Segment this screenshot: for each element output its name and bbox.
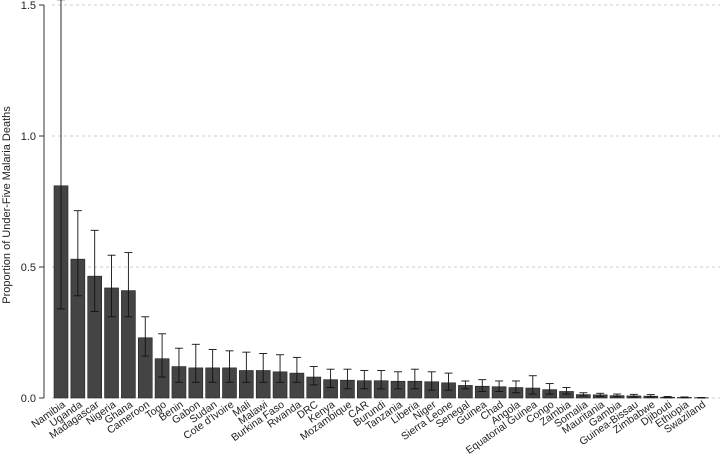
error-bar [259,353,268,383]
error-bar [394,371,402,390]
error-bar [124,252,133,318]
error-bar [292,356,301,383]
y-tick-label: 1.0 [21,131,36,143]
error-bar [242,351,251,383]
error-bar [343,368,352,390]
y-tick-label: 1.5 [21,0,36,12]
error-bar [90,229,99,312]
error-bar [73,210,82,297]
bars [53,185,709,399]
error-bar [158,333,167,378]
error-bar [174,347,183,383]
error-bar [427,371,436,391]
error-bar [663,395,672,399]
error-bar [495,380,504,392]
error-bar [276,354,285,383]
error-bar [613,393,622,398]
y-tick-label: 0.0 [21,393,36,405]
error-bar [377,370,386,390]
error-bar [208,349,217,383]
error-bar [545,383,554,395]
error-bar [326,368,335,388]
error-bar [191,343,200,383]
error-bar [680,396,689,399]
error-bar [528,375,537,395]
error-bar [57,0,65,310]
error-bar [697,397,706,399]
y-axis-title: Proportion of Under-Five Malaria Deaths [1,106,13,304]
error-bar [511,380,520,394]
error-bar [596,392,605,397]
error-bar [225,350,234,383]
error-bar [444,372,453,391]
y-tick-label: 0.5 [21,262,36,274]
error-bar [360,370,369,390]
error-bars [57,0,706,399]
error-bar [629,393,638,398]
x-axis-labels: NamibiaUgandaMadagascarNigeriaGhanaCamer… [29,398,708,456]
error-bar [646,394,655,398]
error-bar [107,254,116,318]
error-bar [141,316,150,357]
y-axis: 0.0 0.5 1.0 1.5 [21,0,45,405]
error-bar [478,379,487,392]
error-bar [410,368,419,390]
error-bar [562,387,571,395]
error-bar [461,380,470,390]
error-bar [309,366,318,386]
error-bar [579,392,588,397]
